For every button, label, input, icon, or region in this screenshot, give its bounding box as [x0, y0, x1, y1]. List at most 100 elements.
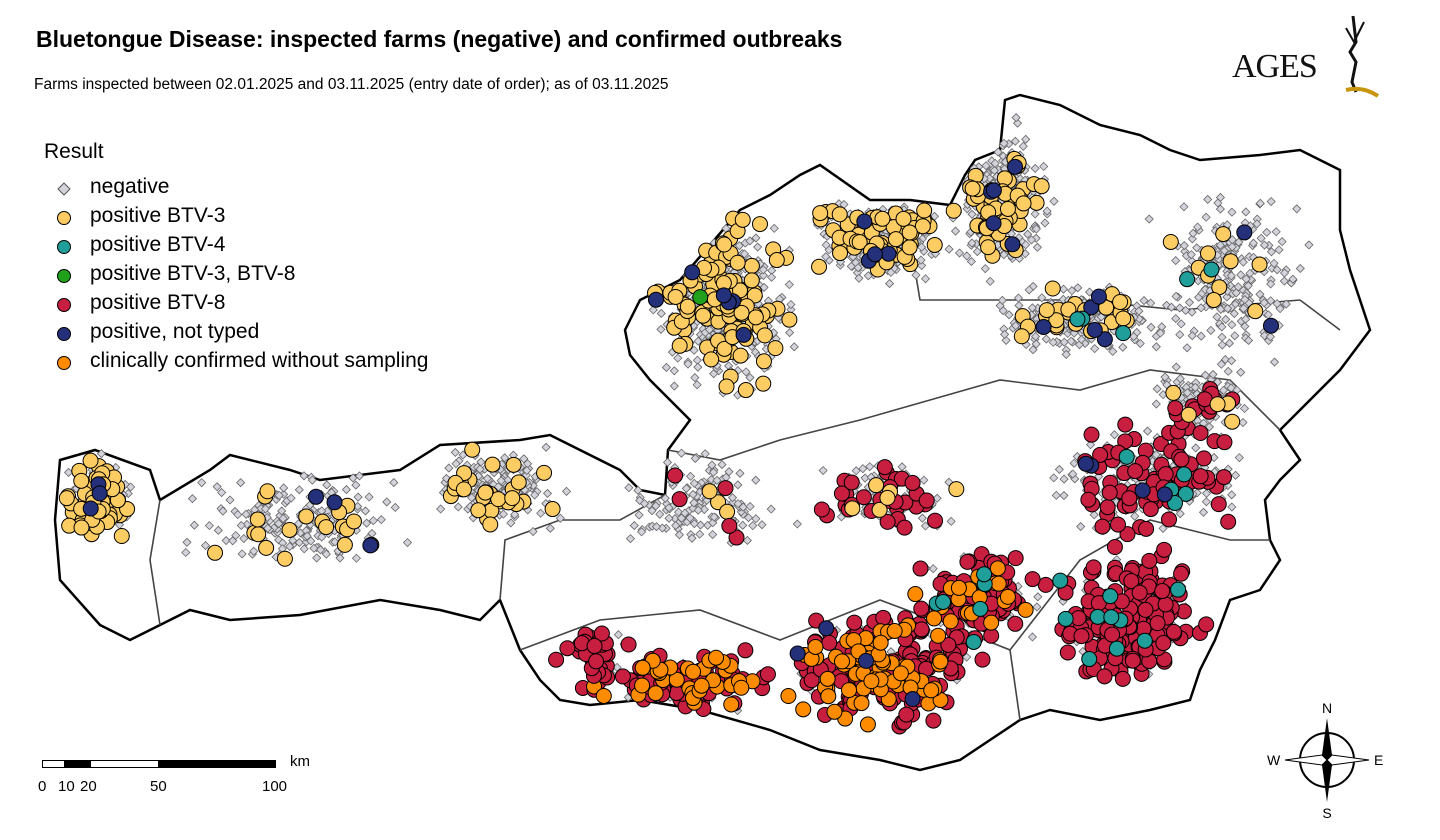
negative-farm-marker	[545, 523, 555, 533]
negative-farm-marker	[738, 502, 748, 512]
outbreak-marker	[1115, 310, 1132, 327]
outbreak-marker	[1083, 299, 1100, 316]
negative-farm-marker	[528, 526, 538, 537]
outbreak-marker	[718, 378, 735, 395]
scale-bar-graphic	[42, 760, 276, 768]
circle-marker-icon	[56, 208, 72, 225]
negative-farm-marker	[1304, 240, 1314, 250]
negative-farm-marker	[1069, 458, 1079, 468]
negative-farm-marker	[717, 460, 727, 470]
outbreak-marker	[872, 634, 889, 651]
scale-label: 50	[150, 778, 167, 795]
negative-farm-marker	[299, 471, 309, 481]
outbreak-marker	[747, 309, 764, 326]
negative-farm-marker	[123, 489, 133, 499]
negative-farm-marker	[954, 248, 965, 258]
outbreak-marker	[819, 670, 836, 687]
outbreak-marker	[695, 307, 712, 324]
negative-farm-marker	[669, 381, 679, 391]
negative-farm-marker	[647, 506, 657, 516]
negative-farm-marker	[1269, 357, 1280, 367]
negative-farm-marker	[707, 460, 717, 470]
outbreak-marker	[1192, 468, 1209, 485]
outbreak-marker	[896, 519, 913, 536]
negative-farm-marker	[1243, 335, 1254, 346]
outbreak-marker	[1156, 486, 1173, 503]
negative-farm-marker	[1175, 330, 1185, 340]
outbreak-marker	[879, 489, 896, 506]
negative-farm-marker	[693, 336, 703, 346]
outbreak-marker	[737, 382, 754, 399]
negative-farm-marker	[1223, 366, 1233, 376]
negative-farm-marker	[985, 276, 995, 286]
negative-farm-marker	[200, 541, 211, 551]
negative-farm-marker	[636, 527, 647, 537]
outbreak-marker	[1035, 318, 1052, 335]
negative-farm-marker	[1151, 399, 1161, 409]
legend-label: positive BTV-3	[90, 203, 226, 227]
negative-farm-marker	[735, 468, 745, 478]
outbreak-marker	[930, 627, 947, 644]
outbreak-marker	[1112, 294, 1129, 311]
negative-farm-marker	[322, 480, 332, 490]
negative-farm-marker	[1139, 296, 1149, 306]
negative-farm-marker	[510, 510, 520, 520]
outbreak-marker	[668, 671, 685, 688]
negative-farm-marker	[886, 267, 896, 277]
outbreak-marker	[755, 375, 772, 392]
negative-farm-marker	[745, 501, 755, 512]
outbreak-marker	[1156, 541, 1173, 558]
negative-farm-marker	[1158, 523, 1168, 533]
negative-farm-marker	[1146, 322, 1156, 332]
negative-farm-marker	[197, 478, 207, 488]
negative-farm-marker	[1240, 295, 1250, 305]
negative-farm-marker	[673, 353, 683, 363]
negative-farm-marker	[766, 272, 777, 282]
outbreak-marker	[1118, 448, 1135, 465]
negative-farm-marker	[854, 273, 864, 283]
negative-farm-marker	[260, 504, 271, 514]
outbreak-marker	[1149, 615, 1166, 632]
outbreak-marker	[789, 645, 806, 662]
outbreak-marker	[999, 588, 1016, 605]
negative-farm-marker	[1059, 474, 1069, 484]
outbreak-marker	[477, 484, 494, 501]
negative-farm-marker	[1031, 339, 1041, 349]
negative-farm-marker	[648, 305, 658, 315]
negative-farm-marker	[758, 270, 768, 281]
negative-farm-marker	[1215, 204, 1225, 214]
negative-farm-marker	[348, 473, 358, 483]
outbreak-marker	[1115, 325, 1132, 342]
negative-farm-marker	[683, 359, 693, 369]
negative-farm-marker	[962, 251, 972, 261]
outbreak-marker	[874, 210, 891, 227]
negative-farm-marker	[1208, 369, 1218, 379]
outbreak-marker	[505, 456, 522, 473]
negative-farm-marker	[664, 513, 674, 523]
negative-farm-marker	[688, 489, 698, 500]
outbreak-marker	[976, 566, 993, 583]
negative-farm-marker	[1067, 286, 1077, 296]
legend-item: clinically confirmed without sampling	[44, 346, 428, 375]
outbreak-marker	[1247, 303, 1264, 320]
negative-farm-marker	[451, 459, 461, 469]
outbreak-marker	[249, 511, 266, 528]
negative-farm-marker	[673, 507, 684, 517]
outbreak-marker	[985, 182, 1002, 199]
outbreak-marker	[833, 653, 850, 670]
outbreak-marker	[647, 291, 664, 308]
negative-farm-marker	[687, 533, 697, 543]
negative-farm-marker	[745, 236, 755, 246]
ages-logo: AGES	[1228, 12, 1388, 98]
outbreak-marker	[336, 536, 353, 553]
negative-farm-marker	[1201, 497, 1211, 507]
map-title: Bluetongue Disease: inspected farms (neg…	[36, 26, 843, 52]
outbreak-marker	[751, 216, 768, 233]
outbreak-marker	[693, 677, 710, 694]
outbreak-marker	[1236, 224, 1253, 241]
negative-farm-marker	[376, 515, 386, 525]
negative-farm-marker	[1227, 320, 1237, 330]
negative-farm-marker	[1054, 464, 1064, 474]
negative-farm-marker	[689, 478, 699, 488]
negative-farm-marker	[1013, 293, 1024, 303]
